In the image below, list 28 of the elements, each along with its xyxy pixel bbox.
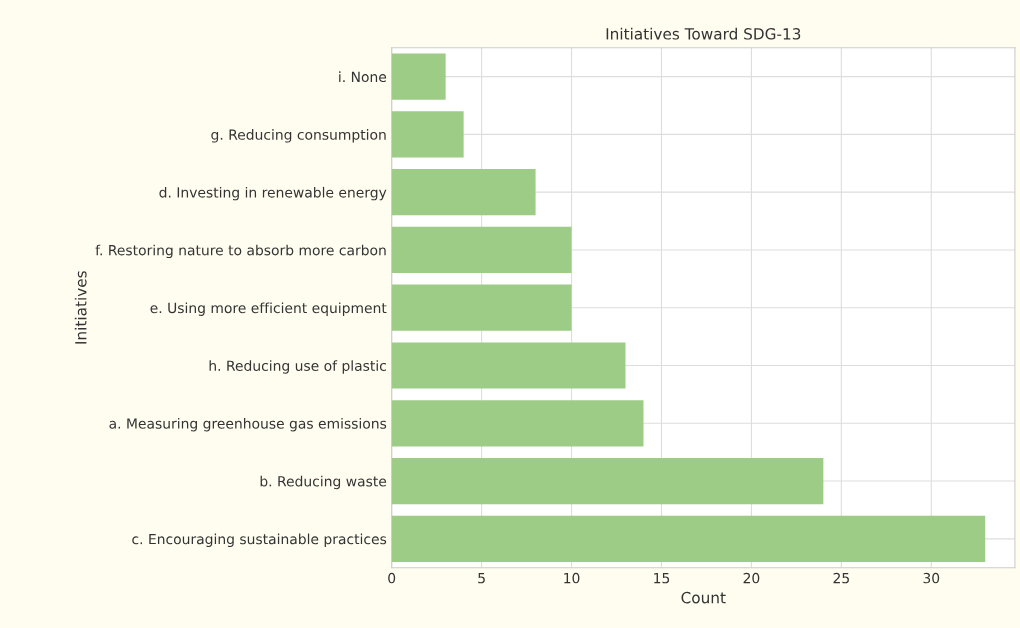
bar xyxy=(391,284,572,331)
y-tick-label: e. Using more efficient equipment xyxy=(150,302,387,316)
x-axis-title: Count xyxy=(681,591,726,604)
x-tick-label: 5 xyxy=(478,573,485,584)
x-tick-label: 10 xyxy=(564,572,580,584)
bar xyxy=(391,53,446,100)
x-tick-label: 15 xyxy=(654,573,670,584)
y-tick-label: g. Reducing consumption xyxy=(211,129,386,143)
x-tick-label: 20 xyxy=(743,572,760,584)
bar xyxy=(391,457,824,505)
y-tick-label: c. Encouraging sustainable practices xyxy=(132,533,387,547)
y-tick-label: f. Restoring nature to absorb more carbon xyxy=(95,244,386,259)
y-tick-label: b. Reducing waste xyxy=(260,475,387,490)
bar xyxy=(391,342,626,389)
x-tick-label: 30 xyxy=(923,572,940,584)
bar xyxy=(391,226,572,274)
y-tick-label: i. None xyxy=(339,71,387,83)
chart-title: Initiatives Toward SDG-13 xyxy=(606,27,801,40)
bar xyxy=(391,515,986,562)
bar xyxy=(391,400,644,447)
x-tick-label: 25 xyxy=(833,572,849,584)
y-tick-label: a. Measuring greenhouse gas emissions xyxy=(109,418,387,432)
y-axis-title: Initiatives xyxy=(74,271,87,344)
y-tick-label: h. Reducing use of plastic xyxy=(209,360,386,374)
y-tick-label: d. Investing in renewable energy xyxy=(159,186,387,201)
bar xyxy=(391,111,464,158)
x-tick-label: 0 xyxy=(388,572,396,584)
bar xyxy=(391,169,536,216)
